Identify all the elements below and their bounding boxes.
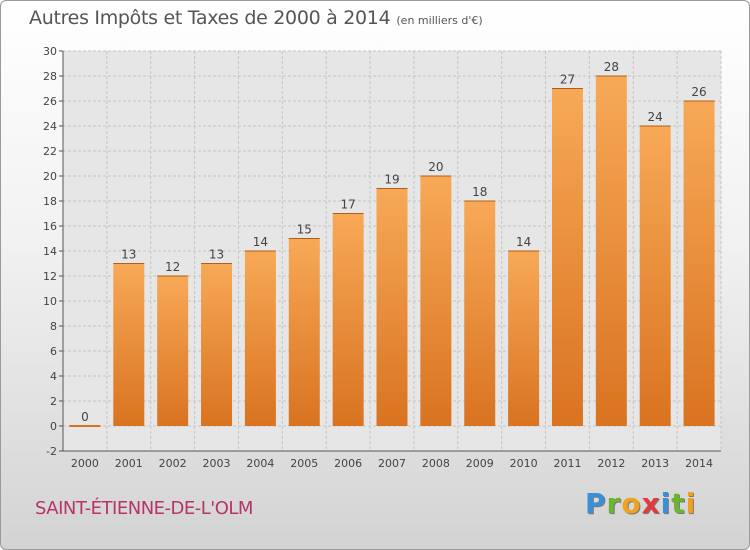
- x-tick-label: 2000: [71, 457, 99, 470]
- bar: [683, 101, 715, 426]
- bar-value-label: 27: [560, 73, 575, 87]
- y-tick-label: 28: [43, 70, 57, 83]
- bar-value-label: 13: [209, 248, 224, 262]
- x-tick-label: 2013: [641, 457, 669, 470]
- chart-title-text: Autres Impôts et Taxes de 2000 à 2014: [29, 7, 391, 29]
- bar-value-label: 24: [648, 110, 663, 124]
- bar-value-label: 14: [253, 235, 268, 249]
- x-tick-label: 2010: [510, 457, 538, 470]
- bars: [69, 75, 715, 427]
- x-tick-label: 2005: [290, 457, 318, 470]
- bar: [595, 76, 627, 426]
- y-tick-label: 30: [43, 45, 57, 58]
- bar-value-label: 20: [428, 160, 443, 174]
- y-tick-label: 14: [43, 245, 57, 258]
- labels: -202468101214161820222426283002000132001…: [43, 45, 713, 470]
- bar-value-label: 26: [691, 85, 706, 99]
- bar-value-label: 0: [81, 410, 89, 424]
- y-tick-label: 22: [43, 145, 57, 158]
- y-tick-label: 2: [50, 395, 57, 408]
- bar: [201, 263, 233, 426]
- x-tick-label: 2011: [553, 457, 581, 470]
- bar: [288, 238, 320, 426]
- y-tick-label: -2: [46, 445, 57, 458]
- bar: [551, 88, 583, 426]
- bar-value-label: 28: [604, 60, 619, 74]
- axes: [59, 50, 721, 452]
- logo-letter: t: [671, 487, 686, 520]
- bar: [464, 201, 496, 426]
- chart-unit-label: (en milliers d'€): [396, 14, 483, 27]
- y-tick-label: 24: [43, 120, 57, 133]
- y-tick-label: 16: [43, 220, 57, 233]
- y-tick-label: 0: [50, 420, 57, 433]
- bar-value-label: 13: [121, 248, 136, 262]
- y-tick-label: 26: [43, 95, 57, 108]
- bar-value-label: 15: [297, 223, 312, 237]
- bar: [420, 176, 452, 426]
- y-tick-label: 8: [50, 320, 57, 333]
- bar: [332, 213, 364, 426]
- proxiti-logo: Proxiti: [585, 487, 696, 520]
- y-tick-label: 12: [43, 270, 57, 283]
- bar-value-label: 19: [384, 173, 399, 187]
- bar-value-label: 12: [165, 260, 180, 274]
- y-tick-label: 10: [43, 295, 57, 308]
- x-tick-label: 2007: [378, 457, 406, 470]
- x-tick-label: 2001: [115, 457, 143, 470]
- x-tick-label: 2003: [203, 457, 231, 470]
- x-tick-label: 2009: [466, 457, 494, 470]
- y-tick-label: 20: [43, 170, 57, 183]
- bar: [376, 188, 408, 426]
- logo-letter: r: [606, 487, 622, 520]
- logo-letter: x: [641, 487, 661, 520]
- logo-letter: i: [685, 487, 697, 520]
- logo-letter: i: [660, 487, 672, 520]
- x-tick-label: 2014: [685, 457, 713, 470]
- x-tick-label: 2006: [334, 457, 362, 470]
- x-tick-label: 2002: [159, 457, 187, 470]
- bar-value-label: 18: [472, 185, 487, 199]
- x-tick-label: 2008: [422, 457, 450, 470]
- bar: [113, 263, 145, 426]
- bar: [244, 251, 276, 426]
- bar-value-label: 17: [340, 198, 355, 212]
- commune-name: SAINT-ÉTIENNE-DE-L'OLM: [35, 498, 253, 519]
- y-tick-label: 4: [50, 370, 57, 383]
- logo-letter: P: [585, 487, 607, 520]
- bar-value-label: 14: [516, 235, 531, 249]
- y-tick-label: 6: [50, 345, 57, 358]
- bar: [508, 251, 540, 426]
- chart-title: Autres Impôts et Taxes de 2000 à 2014 (en…: [29, 7, 483, 29]
- bar: [157, 276, 189, 426]
- x-tick-label: 2004: [246, 457, 274, 470]
- bar: [639, 126, 671, 426]
- logo-letter: o: [621, 487, 642, 520]
- x-tick-label: 2012: [597, 457, 625, 470]
- y-tick-label: 18: [43, 195, 57, 208]
